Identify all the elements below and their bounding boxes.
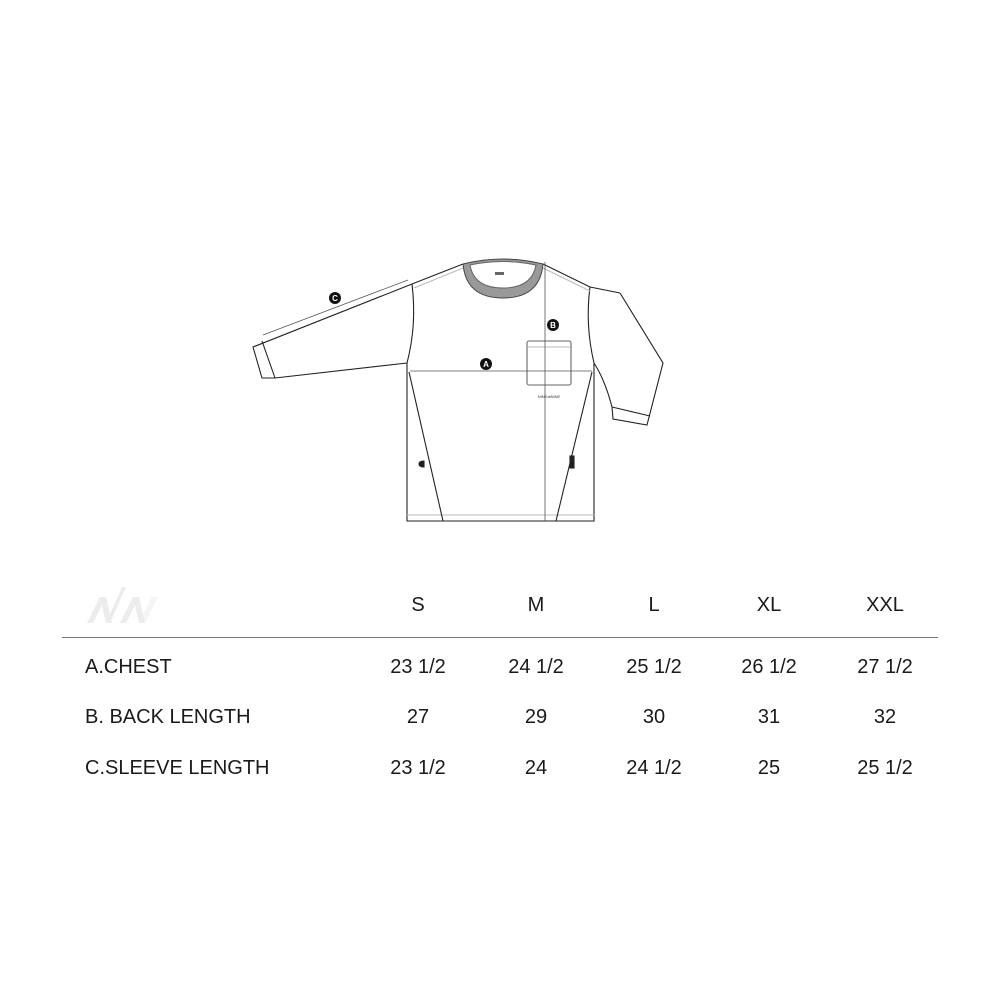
cell: 24 1/2 xyxy=(508,656,564,678)
cell: 26 1/2 xyxy=(741,656,797,678)
pocket-tag-text: NINEatNINE xyxy=(538,394,561,399)
svg-text:C: C xyxy=(332,294,338,303)
neck-label xyxy=(495,272,504,275)
label-a-marker: A xyxy=(480,358,492,370)
cell: 29 xyxy=(524,706,548,728)
row-label: B. BACK LENGTH xyxy=(85,706,251,728)
size-m: M xyxy=(527,594,545,616)
sleeve-length-measure-line xyxy=(262,279,409,336)
cell: 25 xyxy=(757,757,781,779)
row-label: C.SLEEVE LENGTH xyxy=(85,757,270,779)
size-s: S xyxy=(411,594,425,616)
left-sleeve xyxy=(252,283,413,379)
cell: 25 1/2 xyxy=(857,757,913,779)
size-l: L xyxy=(648,594,660,616)
left-armhole xyxy=(406,283,415,364)
right-armhole xyxy=(587,286,595,364)
cell: 30 xyxy=(642,706,666,728)
row-label: A.CHEST xyxy=(85,656,172,678)
cell: 24 xyxy=(524,757,548,779)
cell: 32 xyxy=(873,706,897,728)
side-tag-left xyxy=(418,460,425,468)
svg-text:A: A xyxy=(483,360,489,369)
right-shoulder xyxy=(542,263,621,294)
side-tag-right xyxy=(569,455,575,469)
header-divider xyxy=(62,637,938,638)
brand-logo xyxy=(87,587,158,623)
cell: 24 1/2 xyxy=(626,757,682,779)
size-xl: XL xyxy=(756,594,782,616)
right-sleeve xyxy=(593,292,664,426)
label-b-marker: B xyxy=(547,319,559,331)
cell: 27 1/2 xyxy=(857,656,913,678)
label-c-marker: C xyxy=(329,292,341,304)
left-shoulder xyxy=(411,263,464,285)
cell: 31 xyxy=(757,706,781,728)
cell: 25 1/2 xyxy=(626,656,682,678)
cell: 23 1/2 xyxy=(390,656,446,678)
cell: 23 1/2 xyxy=(390,757,446,779)
shirt-technical-drawing: NINEatNINE A B C xyxy=(252,258,664,522)
chest-pocket xyxy=(526,340,572,386)
cell: 27 xyxy=(406,706,430,728)
svg-text:B: B xyxy=(550,321,556,330)
size-xxl: XXL xyxy=(866,594,904,616)
shirt-body xyxy=(406,363,595,522)
